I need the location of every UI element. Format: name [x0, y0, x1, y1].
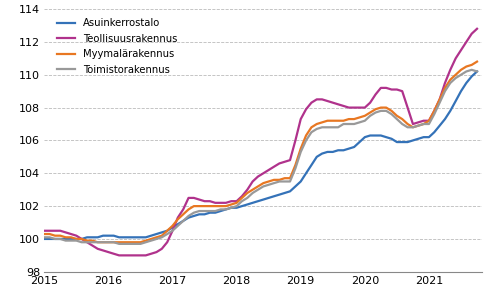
Toimistorakennus: [469, 68, 475, 72]
Legend: Asuinkerrostalo, Teollisuusrakennus, Myymalärakennus, Toimistorakennus: Asuinkerrostalo, Teollisuusrakennus, Myy…: [54, 15, 180, 78]
Teollisuusrakennus: [394, 88, 400, 91]
Asuinkerrostalo: [389, 137, 395, 141]
Teollisuusrakennus: [41, 229, 47, 233]
Toimistorakennus: [249, 191, 255, 195]
Teollisuusrakennus: [170, 229, 176, 233]
Teollisuusrakennus: [249, 180, 255, 183]
Myymalärakennus: [249, 188, 255, 191]
Teollisuusrakennus: [474, 27, 480, 31]
Teollisuusrakennus: [164, 240, 170, 244]
Myymalärakennus: [383, 106, 389, 109]
Teollisuusrakennus: [383, 86, 389, 90]
Teollisuusrakennus: [148, 252, 154, 255]
Toimistorakennus: [116, 242, 122, 246]
Line: Asuinkerrostalo: Asuinkerrostalo: [44, 72, 477, 239]
Asuinkerrostalo: [474, 70, 480, 73]
Line: Teollisuusrakennus: Teollisuusrakennus: [44, 29, 477, 255]
Myymalärakennus: [164, 229, 170, 233]
Myymalärakennus: [95, 240, 101, 244]
Asuinkerrostalo: [378, 134, 384, 137]
Line: Myymalärakennus: Myymalärakennus: [44, 62, 477, 242]
Line: Toimistorakennus: Toimistorakennus: [44, 70, 477, 244]
Toimistorakennus: [170, 229, 176, 233]
Myymalärakennus: [394, 114, 400, 117]
Myymalärakennus: [474, 60, 480, 63]
Toimistorakennus: [474, 70, 480, 73]
Asuinkerrostalo: [245, 203, 250, 206]
Asuinkerrostalo: [164, 229, 170, 233]
Teollisuusrakennus: [116, 254, 122, 257]
Toimistorakennus: [148, 239, 154, 243]
Toimistorakennus: [394, 117, 400, 121]
Myymalärakennus: [148, 237, 154, 241]
Asuinkerrostalo: [143, 236, 149, 239]
Myymalärakennus: [41, 232, 47, 236]
Asuinkerrostalo: [159, 230, 165, 234]
Asuinkerrostalo: [41, 237, 47, 241]
Myymalärakennus: [170, 224, 176, 228]
Toimistorakennus: [41, 236, 47, 239]
Toimistorakennus: [164, 232, 170, 236]
Toimistorakennus: [383, 109, 389, 113]
